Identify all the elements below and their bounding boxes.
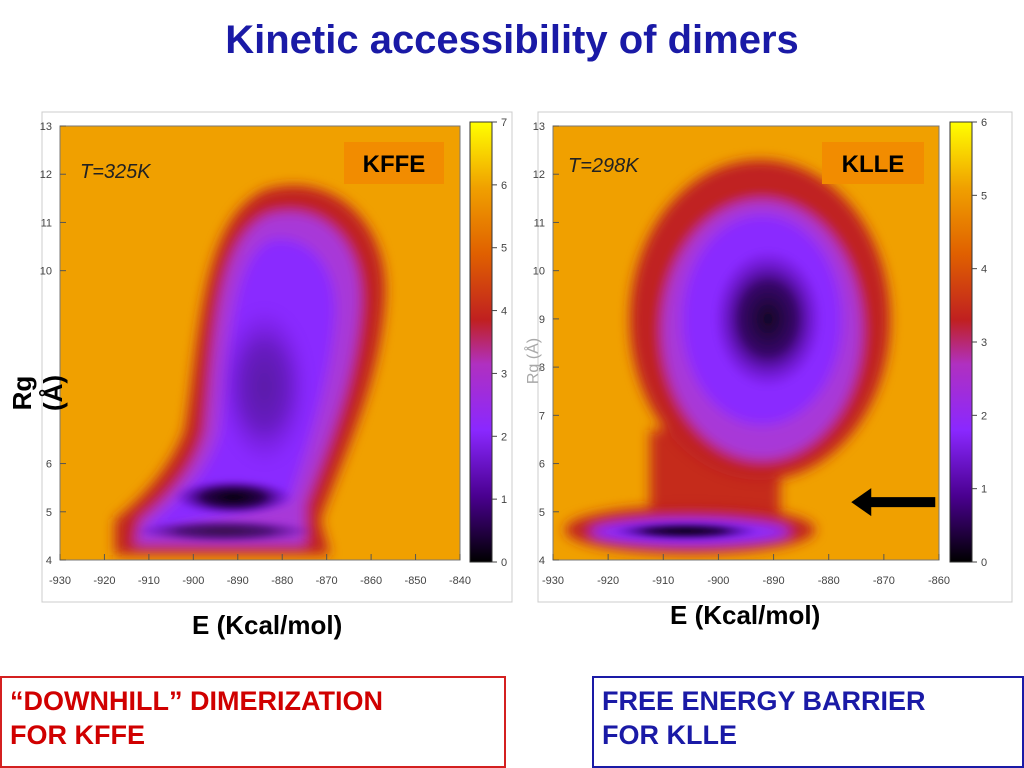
- x-tick-label: -920: [93, 575, 115, 587]
- klle-plot-border: [552, 125, 940, 561]
- y-tick-label: 5: [46, 507, 52, 519]
- kffe-caption-box: “DOWNHILL” DIMERIZATION FOR KFFE: [0, 676, 506, 768]
- colorbar-tick-label: 4: [501, 306, 507, 318]
- x-tick-label: -870: [316, 575, 338, 587]
- colorbar-tick-label: 5: [981, 190, 987, 202]
- y-tick-label: 12: [40, 169, 52, 181]
- kffe-y-axis-title: Rg (Å): [7, 374, 68, 412]
- x-tick-label: -930: [542, 575, 564, 587]
- kffe-temperature: T=325K: [80, 161, 152, 183]
- kffe-caption-line-0: “DOWNHILL” DIMERIZATION: [10, 686, 383, 716]
- klle-caption-box: FREE ENERGY BARRIER FOR KLLE: [592, 676, 1024, 768]
- kffe-basin-compact: [134, 519, 315, 544]
- kffe-caption: “DOWNHILL” DIMERIZATION FOR KFFE: [10, 684, 496, 752]
- klle-temperature: T=298K: [568, 155, 640, 177]
- kffe-basin-dimer: [173, 479, 294, 516]
- kffe-plot-border: [59, 125, 461, 561]
- y-tick-label: 10: [40, 266, 52, 278]
- klle-x-axis-title: E (Kcal/mol): [670, 600, 821, 630]
- x-tick-label: -900: [182, 575, 204, 587]
- colorbar-tick-label: 0: [501, 557, 507, 569]
- kffe-caption-line-1: FOR KFFE: [10, 720, 145, 750]
- x-tick-label: -860: [360, 575, 382, 587]
- kffe-heatmap: -930 -920 -910 -900 -890 -880 -870 -860 -850 -840…: [40, 111, 513, 603]
- x-tick-label: -840: [449, 575, 471, 587]
- y-tick-label: 6: [539, 459, 545, 471]
- klle-label: KLLE: [842, 151, 905, 178]
- klle-caption: FREE ENERGY BARRIER FOR KLLE: [602, 684, 1014, 752]
- colorbar-tick-label: 6: [981, 117, 987, 129]
- y-tick-label: 5: [539, 507, 545, 519]
- x-tick-label: -890: [763, 575, 785, 587]
- arrow-head: [851, 488, 872, 517]
- kffe-label-box: [344, 142, 444, 184]
- x-tick-label: -860: [928, 575, 950, 587]
- klle-heatmap: -930 -920 -910 -900 -890 -880 -870 -86045678910…: [533, 111, 1013, 603]
- kffe-colorbar-ticks: 0 1 2 3 4 5 6 7: [492, 117, 507, 569]
- klle-axes: -930 -920 -910 -900 -890 -880 -870 -860 4 5 6 7 8 9 10…: [533, 121, 950, 587]
- colorbar-tick-label: 3: [981, 337, 987, 349]
- kffe-basin-extended: [219, 306, 310, 467]
- y-tick-label: 6: [46, 459, 52, 471]
- colorbar-tick-label: 7: [501, 117, 507, 129]
- colorbar-tick-label: 2: [501, 431, 507, 443]
- slide-title: Kinetic accessibility of dimers: [225, 18, 799, 62]
- klle-caption-line-0: FREE ENERGY BARRIER: [602, 686, 926, 716]
- y-tick-label: 13: [533, 121, 545, 133]
- x-tick-label: -880: [271, 575, 293, 587]
- x-tick-label: -910: [138, 575, 160, 587]
- kffe-x-axis-title: E (Kcal/mol): [192, 610, 343, 640]
- barrier-arrow: [851, 488, 936, 517]
- y-tick-label: 8: [539, 362, 545, 374]
- klle-colorbar-ticks: 0 1 2 3 4 5 6: [972, 117, 987, 569]
- y-tick-label: 11: [41, 217, 52, 229]
- y-tick-label: 10: [533, 266, 545, 278]
- colorbar-tick-label: 2: [981, 410, 987, 422]
- kffe-colorbar: [469, 121, 493, 563]
- x-tick-label: -880: [818, 575, 840, 587]
- colorbar-tick-label: 5: [501, 243, 507, 255]
- y-tick-label: 13: [40, 121, 52, 133]
- klle-y-axis-title: Rg (Å): [525, 337, 542, 385]
- x-tick-label: -850: [405, 575, 427, 587]
- klle-basin-extended: [713, 248, 824, 389]
- colorbar-tick-label: 4: [981, 264, 987, 276]
- x-tick-label: -890: [227, 575, 249, 587]
- x-tick-label: -900: [707, 575, 729, 587]
- klle-colorbar: [949, 121, 973, 563]
- y-tick-label: 12: [533, 169, 545, 181]
- colorbar-tick-label: 6: [501, 180, 507, 192]
- arrow-shaft: [867, 497, 936, 508]
- y-tick-label: 4: [539, 555, 545, 567]
- kffe-axes: -930 -920 -910 -900 -890 -880 -870 -860 -850 -840…: [40, 121, 471, 587]
- x-tick-label: -920: [597, 575, 619, 587]
- klle-label-box: [822, 142, 924, 184]
- klle-caption-line-1: FOR KLLE: [602, 720, 737, 750]
- y-tick-label: 7: [539, 410, 545, 422]
- colorbar-tick-label: 0: [981, 557, 987, 569]
- colorbar-tick-label: 3: [501, 368, 507, 380]
- colorbar-tick-label: 1: [981, 484, 987, 496]
- y-tick-label: 11: [534, 217, 545, 229]
- x-tick-label: -910: [652, 575, 674, 587]
- klle-basin-compact: [610, 522, 761, 541]
- x-tick-label: -930: [49, 575, 71, 587]
- y-tick-label: 9: [539, 314, 545, 326]
- y-tick-label: 4: [46, 555, 52, 567]
- x-tick-label: -870: [873, 575, 895, 587]
- colorbar-tick-label: 1: [501, 494, 507, 506]
- kffe-label: KFFE: [363, 151, 426, 178]
